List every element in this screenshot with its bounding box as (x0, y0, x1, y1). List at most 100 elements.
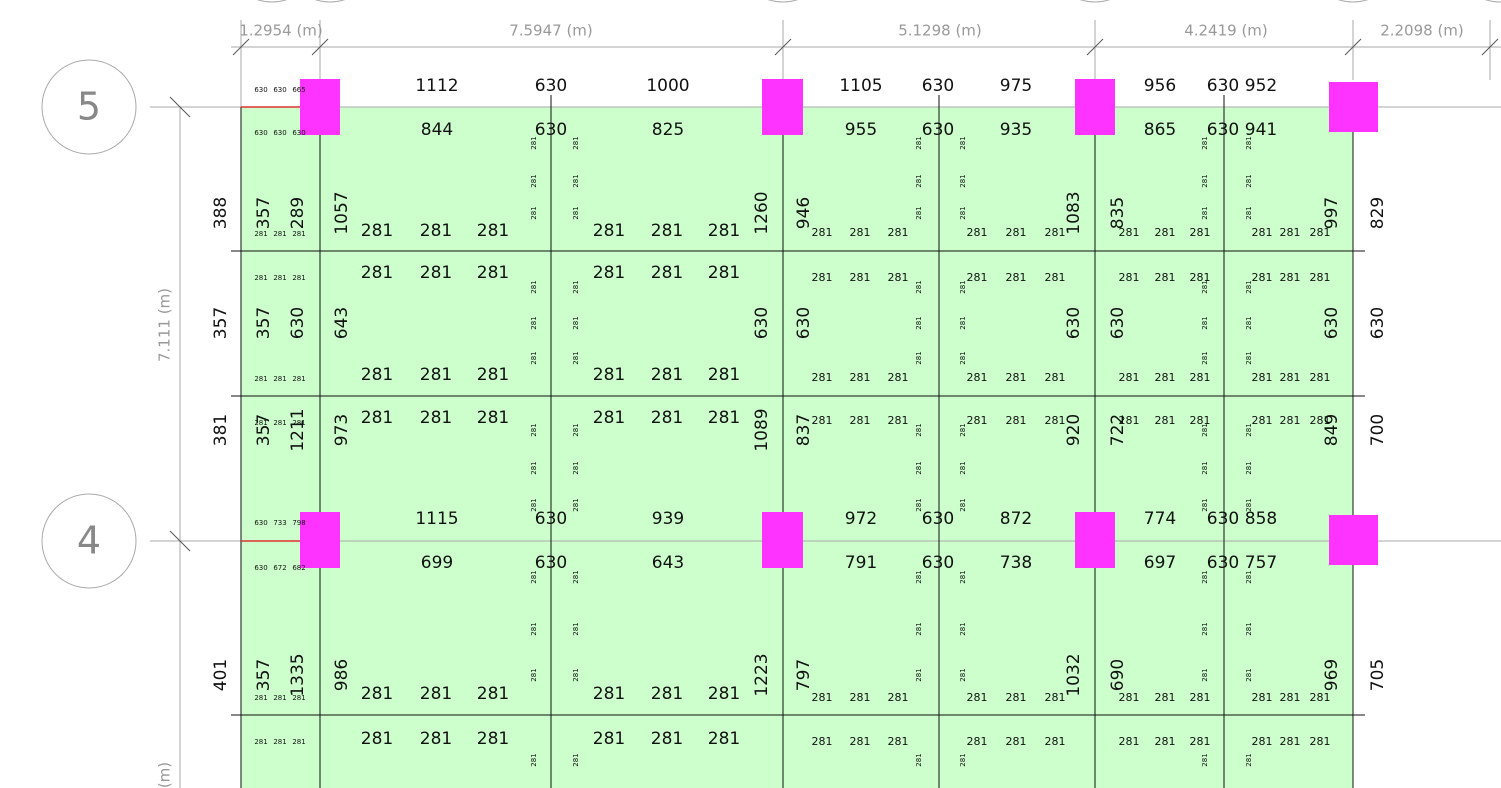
beam-label: 281 (959, 622, 967, 635)
beam-label: 281 (530, 174, 538, 187)
moment-label: 858 (1245, 509, 1277, 529)
rebar-label: 281 (850, 226, 871, 239)
moment-label: 630 (535, 553, 567, 573)
beam-label: 281 (1245, 498, 1253, 511)
rebar-label: 281 (1310, 735, 1331, 748)
beam-label: 281 (1245, 280, 1253, 293)
rebar-label: 281 (1252, 226, 1273, 239)
rebar-label: 281 (477, 684, 509, 704)
grid-bubble (41, 59, 137, 155)
moment-label: 630 (1064, 307, 1084, 339)
grid-bubble-label: 5 (77, 85, 101, 129)
rebar-label: 281 (1155, 271, 1176, 284)
rebar-label: 281 (708, 221, 740, 241)
rebar-label: 281 (1310, 371, 1331, 384)
moment-label: 630 (535, 76, 567, 96)
moment-label: 757 (1245, 553, 1277, 573)
beam-label: 281 (1245, 668, 1253, 681)
moment-label: 630 (1368, 307, 1388, 339)
edge-label: 281 (273, 375, 286, 383)
moment-label: 1112 (415, 76, 458, 96)
rebar-label: 281 (1006, 735, 1027, 748)
rebar-label: 281 (812, 414, 833, 427)
moment-label: 956 (1144, 76, 1176, 96)
rebar-label: 281 (651, 365, 683, 385)
edge-label: 665 (292, 86, 305, 94)
moment-label: 401 (211, 659, 231, 691)
moment-label: 1223 (752, 653, 772, 696)
rebar-label: 281 (651, 729, 683, 749)
rebar-label: 281 (477, 221, 509, 241)
beam-label: 281 (572, 622, 580, 635)
columns (300, 79, 1378, 568)
rebar-label: 281 (1045, 226, 1066, 239)
moment-label: 630 (288, 307, 308, 339)
edge-label: 630 (254, 564, 267, 572)
rebar-label: 281 (651, 221, 683, 241)
moment-label: 630 (1322, 307, 1342, 339)
edge-label: 281 (273, 230, 286, 238)
moment-label: 357 (254, 307, 274, 339)
grid-bubble (767, 0, 799, 3)
grid-bubble-label: 4 (77, 519, 101, 563)
moment-label: 388 (211, 197, 231, 229)
dimension-label: 5.1298 (m) (898, 22, 982, 40)
moment-label: 935 (1000, 120, 1032, 140)
rebar-label: 281 (593, 221, 625, 241)
edge-label: 630 (273, 86, 286, 94)
rebar-label: 281 (1280, 735, 1301, 748)
moment-label: 699 (421, 553, 453, 573)
rebar-label: 281 (361, 408, 393, 428)
moment-label: 630 (535, 120, 567, 140)
beam-label: 281 (1245, 206, 1253, 219)
moment-label: 630 (922, 509, 954, 529)
beam-label: 281 (572, 498, 580, 511)
moment-label: 722 (1108, 414, 1128, 446)
rebar-label: 281 (1006, 691, 1027, 704)
beam-label: 281 (572, 351, 580, 364)
beam-label: 281 (572, 570, 580, 583)
rebar-label: 281 (967, 371, 988, 384)
beam-label: 281 (1201, 174, 1209, 187)
rebar-label: 281 (812, 226, 833, 239)
moment-label: 357 (254, 197, 274, 229)
slab-area (241, 107, 1353, 788)
rebar-label: 281 (967, 691, 988, 704)
dimension-label: 1.2954 (m) (239, 22, 323, 40)
rebar-label: 281 (1119, 371, 1140, 384)
moment-label: 630 (1207, 120, 1239, 140)
beam-label: 281 (915, 461, 923, 474)
beam-label: 281 (572, 206, 580, 219)
beam-label: 281 (572, 136, 580, 149)
moment-label: 774 (1144, 509, 1176, 529)
beam-label: 281 (959, 753, 967, 766)
beam-label: 281 (915, 351, 923, 364)
beam-label: 281 (1201, 351, 1209, 364)
rebar-label: 281 (420, 221, 452, 241)
moment-label: 1083 (1064, 191, 1084, 234)
moment-label: 357 (211, 307, 231, 339)
rebar-label: 281 (1045, 414, 1066, 427)
grid-bubble (1079, 0, 1111, 3)
beam-label: 281 (572, 461, 580, 474)
edge-label: 281 (292, 375, 305, 383)
rebar-label: 281 (1045, 735, 1066, 748)
rebar-label: 281 (888, 271, 909, 284)
beam-label: 281 (530, 753, 538, 766)
moment-label: 705 (1368, 659, 1388, 691)
moment-label: 630 (752, 307, 772, 339)
edge-label: 281 (273, 738, 286, 746)
rebar-label: 281 (1155, 226, 1176, 239)
rebar-label: 281 (888, 371, 909, 384)
moment-label: 939 (652, 509, 684, 529)
rebar-label: 281 (888, 735, 909, 748)
rebar-label: 281 (1119, 271, 1140, 284)
beam-label: 281 (915, 668, 923, 681)
moment-label: 630 (922, 76, 954, 96)
rebar-label: 281 (1119, 691, 1140, 704)
vertical-dimension: 7.111 (m) (156, 288, 174, 362)
rebar-label: 281 (708, 684, 740, 704)
beam-label: 281 (1245, 174, 1253, 187)
moment-label: 797 (794, 659, 814, 691)
edge-label: 682 (292, 564, 305, 572)
